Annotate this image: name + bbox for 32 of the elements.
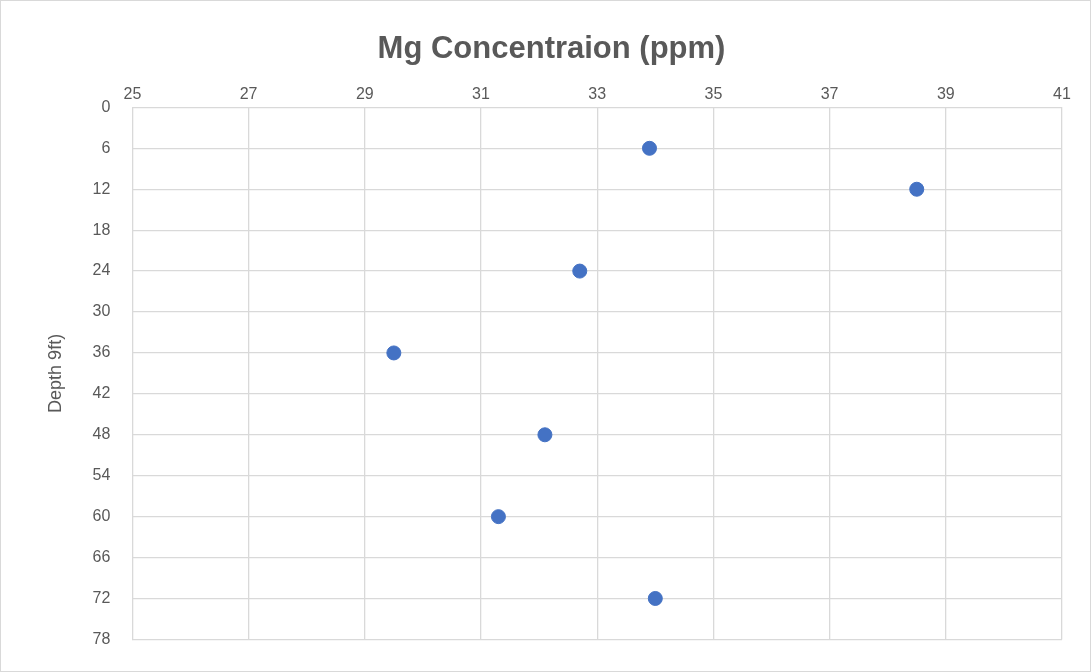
x-tick-label: 41: [1053, 85, 1071, 103]
x-tick-label: 37: [820, 85, 839, 103]
x-tick-label: 31: [472, 85, 490, 103]
chart-title: Mg Concentraion (ppm): [377, 30, 726, 66]
point: [490, 509, 506, 525]
y-tick-label: 36: [92, 343, 111, 361]
y-tick-label: 60: [92, 507, 111, 525]
y-tick-label: 54: [92, 466, 111, 484]
point: [647, 590, 663, 606]
y-tick-label: 24: [92, 261, 111, 279]
y-tick-label: 48: [92, 425, 111, 443]
y-tick-label: 42: [92, 384, 111, 402]
y-tick-label: 30: [92, 302, 111, 320]
point: [386, 345, 402, 361]
y-tick-label: 72: [92, 588, 111, 606]
point: [641, 140, 657, 156]
y-axis-title: Depth 9ft): [44, 333, 65, 413]
y-tick-label: 0: [101, 97, 111, 115]
x-tick-label: 33: [588, 85, 607, 103]
x-tick-label: 29: [355, 85, 374, 103]
y-tick-label: 12: [92, 179, 111, 197]
point: [537, 427, 553, 443]
y-tick-label: 6: [101, 138, 111, 156]
y-tick-label: 66: [92, 547, 111, 565]
x-tick-label: 39: [936, 85, 955, 103]
x-tick-label: 35: [704, 85, 723, 103]
point: [572, 263, 588, 279]
y-tick-label: 18: [92, 220, 111, 238]
y-tick-label: 78: [92, 629, 111, 647]
x-tick-label: 25: [123, 85, 142, 103]
x-tick-label: 27: [239, 85, 258, 103]
point: [909, 181, 925, 197]
